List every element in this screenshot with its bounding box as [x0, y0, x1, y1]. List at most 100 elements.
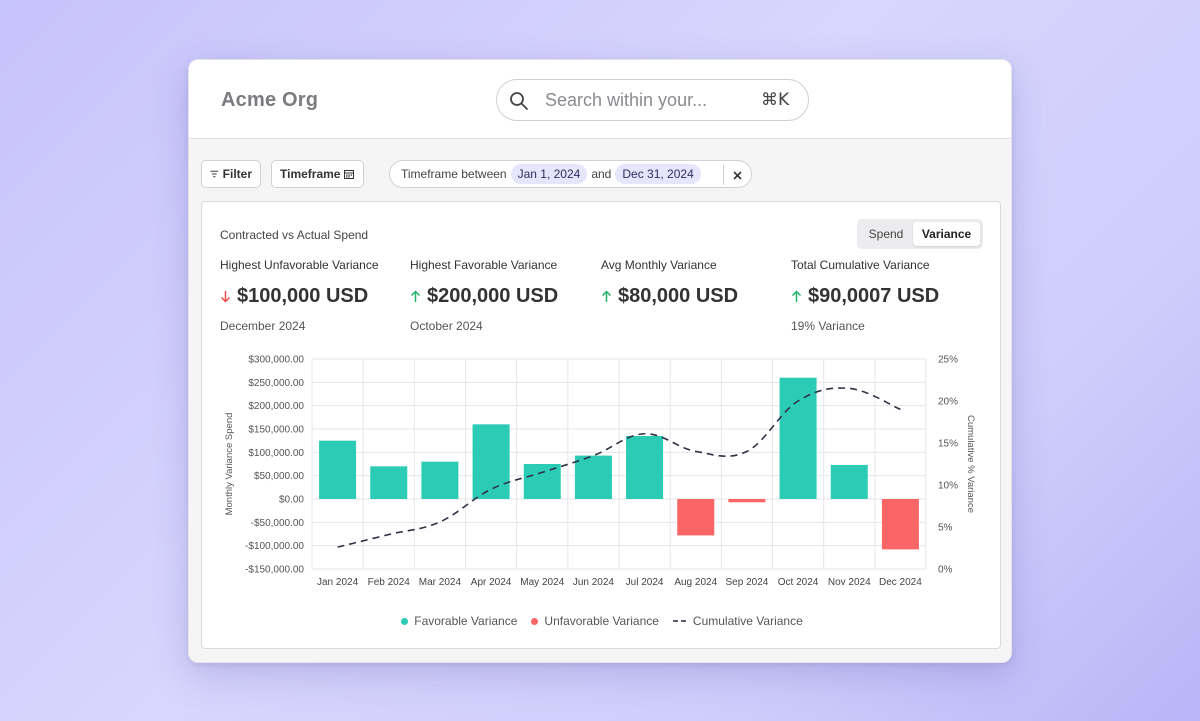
legend-label: Cumulative Variance: [692, 614, 803, 628]
kpi-label: Total Cumulative Variance: [791, 258, 930, 272]
legend-label: Unfavorable Variance: [544, 614, 659, 628]
timeframe-button-label: Timeframe: [280, 167, 341, 181]
y-tick-label: $150,000.00: [248, 425, 304, 436]
app-window: Acme Org ⌘K Filter Timeframe: [188, 59, 1012, 663]
y-tick-label: $200,000.00: [248, 401, 304, 412]
close-icon: [733, 170, 742, 180]
kpi-value-text: $80,000 USD: [618, 284, 739, 307]
x-tick-label: Feb 2024: [368, 577, 411, 588]
kpi-highest-unfavorable: Highest Unfavorable Variance $100,000 US…: [220, 258, 405, 333]
legend-cumulative[interactable]: Cumulative Variance: [672, 614, 803, 628]
bar-unfavorable: [728, 499, 766, 503]
legend-unfavorable[interactable]: Unfavorable Variance: [531, 614, 659, 628]
kpi-sub: October 2024: [410, 319, 483, 333]
arrow-up-icon: [601, 289, 612, 302]
bar-unfavorable: [677, 499, 715, 536]
kpi-label: Avg Monthly Variance: [601, 258, 717, 272]
bar-favorable: [370, 466, 408, 499]
x-tick-label: Nov 2024: [828, 577, 871, 588]
x-tick-label: Dec 2024: [879, 577, 922, 588]
spend-variance-card: Contracted vs Actual Spend Spend Varianc…: [201, 201, 1001, 649]
kpi-avg-monthly: Avg Monthly Variance $80,000 USD: [601, 258, 786, 319]
org-name: Acme Org: [221, 89, 319, 111]
arrow-up-icon: [410, 289, 421, 302]
bar-favorable: [779, 377, 817, 499]
x-tick-label: Jun 2024: [573, 577, 615, 588]
bar-favorable: [421, 461, 459, 499]
kpi-sub: December 2024: [220, 319, 306, 333]
search-input[interactable]: [545, 88, 735, 112]
y-tick-label: $50,000.00: [254, 471, 304, 482]
bar-favorable: [472, 424, 510, 499]
x-tick-label: Apr 2024: [471, 577, 512, 588]
kpi-highest-favorable: Highest Favorable Variance $200,000 USD …: [410, 258, 595, 333]
kpi-label: Highest Unfavorable Variance: [220, 258, 379, 272]
kpi-total-cumulative: Total Cumulative Variance $90,0007 USD 1…: [791, 258, 976, 333]
y-tick-label: -$50,000.00: [251, 518, 305, 529]
x-tick-label: Jan 2024: [317, 577, 359, 588]
toggle-spend[interactable]: Spend: [868, 227, 904, 241]
y-tick-label: $0.00: [279, 495, 304, 506]
y-tick-label: $300,000.00: [248, 355, 304, 366]
bar-unfavorable: [881, 499, 919, 550]
arrow-up-icon: [791, 289, 802, 302]
chart-legend: Favorable Variance Unfavorable Variance …: [202, 614, 1002, 628]
legend-line-cumulative: [672, 620, 686, 622]
toggle-variance[interactable]: Variance: [913, 222, 980, 246]
y2-tick-label: 5%: [938, 523, 953, 534]
filter-icon: [210, 170, 219, 178]
y-tick-label: $100,000.00: [248, 448, 304, 459]
y-tick-label: -$100,000.00: [245, 541, 304, 552]
x-tick-label: Sep 2024: [726, 577, 769, 588]
search-shortcut: ⌘K: [761, 90, 790, 110]
kpi-value: $80,000 USD: [601, 283, 786, 309]
y2-axis-title: Cumulative % Variance: [965, 415, 976, 513]
timeframe-filter-chip[interactable]: Timeframe between Jan 1, 2024 and Dec 31…: [389, 160, 752, 188]
kpi-value: $200,000 USD: [410, 283, 595, 309]
kpi-value: $100,000 USD: [220, 283, 405, 309]
y2-tick-label: 20%: [938, 397, 958, 408]
remove-filter-button[interactable]: [723, 165, 751, 185]
y2-tick-label: 25%: [938, 355, 958, 366]
filter-chip-conjunction: and: [591, 167, 612, 181]
bar-favorable: [319, 440, 357, 499]
kpi-value: $90,0007 USD: [791, 283, 976, 309]
legend-label: Favorable Variance: [414, 614, 518, 628]
variance-chart: $300,000.00 $250,000.00 $200,000.00 $150,00…: [224, 355, 976, 589]
x-tick-label: Jul 2024: [626, 577, 664, 588]
bar-favorable: [626, 436, 664, 499]
legend-favorable[interactable]: Favorable Variance: [401, 614, 517, 628]
kpi-value-text: $100,000 USD: [237, 284, 369, 307]
kpi-sub: 19% Variance: [791, 319, 865, 333]
bar-favorable: [574, 455, 612, 499]
y-tick-label: -$150,000.00: [245, 565, 304, 576]
filter-button-label: Filter: [222, 167, 252, 181]
card-title: Contracted vs Actual Spend: [220, 228, 369, 242]
filter-chip-end-date[interactable]: Dec 31, 2024: [615, 164, 701, 184]
y2-tick-label: 15%: [938, 439, 958, 450]
bar-favorable: [830, 464, 868, 499]
legend-dot-unfavorable: [531, 617, 539, 625]
y2-tick-label: 0%: [938, 565, 953, 576]
x-tick-label: Mar 2024: [419, 577, 462, 588]
y-axis-title: Monthly Variance Spend: [224, 413, 235, 516]
search-icon: [510, 92, 528, 110]
spend-variance-toggle: Spend Variance: [857, 219, 983, 249]
filter-chip-start-date[interactable]: Jan 1, 2024: [510, 164, 588, 184]
search-box[interactable]: ⌘K: [496, 79, 809, 121]
x-tick-label: Oct 2024: [778, 577, 819, 588]
x-tick-label: Aug 2024: [674, 577, 717, 588]
filter-button[interactable]: Filter: [201, 160, 261, 188]
filter-chip-prefix: Timeframe between: [401, 167, 507, 181]
y2-tick-label: 10%: [938, 481, 958, 492]
x-tick-label: May 2024: [520, 577, 564, 588]
calendar-icon: [344, 170, 355, 179]
bar-favorable: [523, 464, 561, 499]
y-tick-label: $250,000.00: [248, 378, 304, 389]
top-bar: Acme Org ⌘K: [189, 60, 1011, 139]
timeframe-button[interactable]: Timeframe: [271, 160, 364, 188]
kpi-value-text: $200,000 USD: [427, 284, 559, 307]
arrow-down-icon: [220, 290, 231, 303]
cumulative-variance-line: [337, 387, 901, 548]
legend-dot-favorable: [401, 617, 409, 625]
